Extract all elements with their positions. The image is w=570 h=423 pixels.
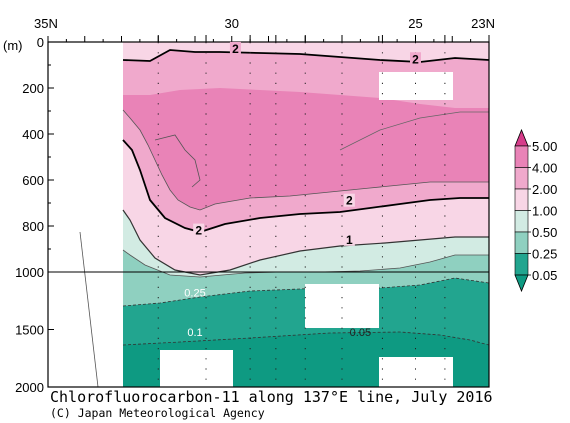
contour-label-bg <box>343 232 355 246</box>
contour-label: 2 <box>346 194 353 208</box>
y-axis: 0 200 400 600 800 1000 1500 2000 <box>15 35 54 395</box>
legend-label: 0.50 <box>532 225 557 240</box>
y-tick-label: 400 <box>22 127 44 142</box>
contour-label: 1 <box>346 233 353 247</box>
contour-line-2-bottom <box>122 139 489 233</box>
y-unit-label: (m) <box>3 38 23 53</box>
legend-swatch <box>514 167 529 190</box>
no-data-box <box>379 357 453 387</box>
contour-line-4b <box>154 134 201 188</box>
contour-label: 2 <box>195 224 202 238</box>
contour-line-0.1 <box>122 331 489 346</box>
contour-label: 2 <box>232 42 239 56</box>
no-data-box <box>305 284 379 328</box>
x-tick-label: 30 <box>225 16 239 31</box>
no-data-box <box>160 350 233 387</box>
y-tick-label: 1500 <box>15 323 44 338</box>
contour-label: 0.25 <box>184 288 205 300</box>
chart-title: Chlorofluorocarbon-11 along 137°E line, … <box>50 388 493 406</box>
x-tick-label: 35N <box>34 16 58 31</box>
x-tick-label: 23N <box>471 16 495 31</box>
contour-label: 0.1 <box>187 327 202 339</box>
x-tick-label: 25 <box>408 16 422 31</box>
legend-swatch <box>514 253 529 276</box>
x-axis: 35N 30 25 23N <box>34 16 495 42</box>
contour-line-1 <box>122 209 489 276</box>
contour-label-bg <box>193 223 205 237</box>
no-data-box <box>379 72 453 100</box>
contour-label-bg <box>343 193 355 207</box>
band-4 <box>123 88 489 210</box>
legend-label: 5.00 <box>532 139 557 154</box>
legend-label: 0.25 <box>532 247 557 262</box>
legend-label: 1.00 <box>532 204 557 219</box>
legend-arrow-bottom <box>514 274 529 293</box>
legend-label: 4.00 <box>532 161 557 176</box>
legend-swatch <box>514 188 529 211</box>
legend-label: 2.00 <box>532 182 557 197</box>
contour-line-4c <box>339 111 489 151</box>
legend-swatch <box>514 145 529 168</box>
legend-swatch <box>514 210 529 233</box>
contour-label: 0.05 <box>350 327 371 339</box>
colorbar-legend: 5.00 4.00 2.00 1.00 0.50 0.25 0.05 <box>514 128 557 293</box>
legend-swatch <box>514 231 529 254</box>
contour-fill <box>122 42 489 387</box>
y-tick-label: 800 <box>22 219 44 234</box>
contour-line-2-top <box>122 49 489 63</box>
contour-label: 2 <box>412 52 419 66</box>
contour-labels: 2 2 2 2 1 0.25 0.1 0.05 <box>184 41 421 339</box>
topography-line <box>79 231 99 388</box>
y-tick-label: 200 <box>22 81 44 96</box>
contour-label-bg <box>410 52 421 66</box>
y-tick-label: 1000 <box>15 265 44 280</box>
legend-label: 0.05 <box>532 268 557 283</box>
legend-arrow-top <box>514 128 529 147</box>
contour-line-4a <box>122 109 489 211</box>
y-tick-label: 2000 <box>15 380 44 395</box>
y-tick-label: 600 <box>22 173 44 188</box>
y-tick-label: 0 <box>37 35 44 50</box>
contour-label-bg <box>229 41 241 55</box>
copyright-credit: (C) Japan Meteorological Agency <box>50 406 265 420</box>
